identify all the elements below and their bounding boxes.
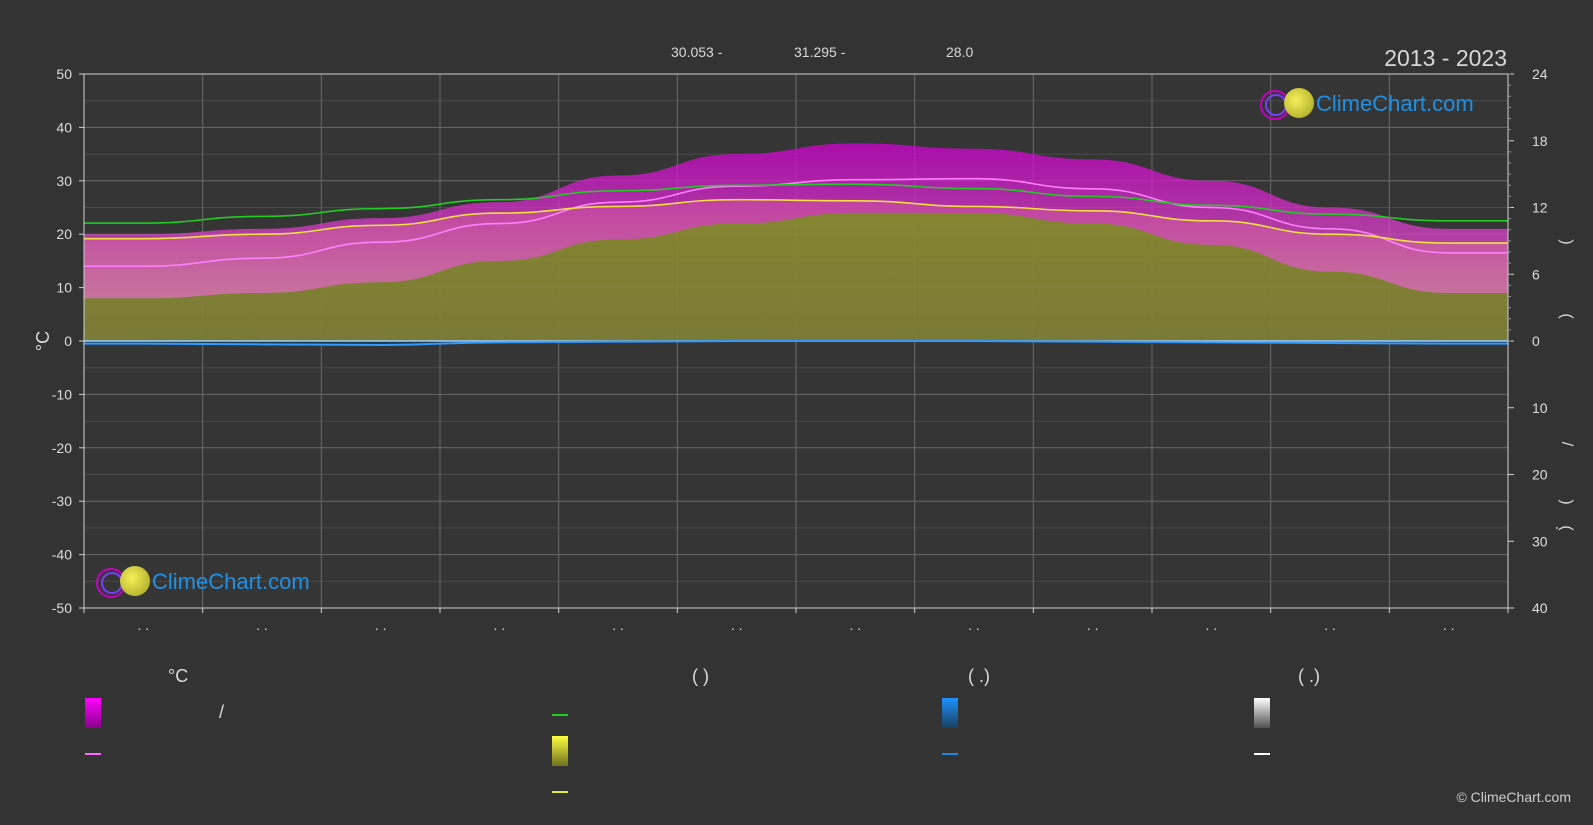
y2-bottom-tick-label: 30 [1532, 533, 1548, 549]
y2-bottom-tick-label: 20 [1532, 467, 1548, 483]
y-tick-label: -10 [52, 386, 72, 402]
swatch-snow [1254, 698, 1270, 728]
stat-2: 31.295 - [794, 44, 846, 60]
swatch-snow-line [1254, 753, 1270, 755]
legend-temp-range-text: / [219, 702, 225, 722]
y2-axis-label-mark: ( [1558, 313, 1575, 319]
y-tick-label: 0 [64, 333, 72, 349]
y2-top-tick-label: 0 [1532, 333, 1540, 349]
x-tick-label: . . [256, 617, 268, 633]
line-avg_max_temp [83, 177, 1508, 268]
y-tick-label: -50 [52, 600, 72, 616]
swatch-precip-line [942, 753, 958, 755]
swatch-temp-range [85, 698, 101, 728]
x-tick-label: . . [1205, 617, 1217, 633]
y-tick-label: 10 [56, 280, 72, 296]
line-daylight_hours [83, 183, 1508, 224]
logo-icon [1260, 88, 1314, 120]
x-tick-label: . . [1087, 617, 1099, 633]
y2-top-tick-label: 18 [1532, 133, 1548, 149]
x-tick-label: . . [612, 617, 624, 633]
logo-icon [96, 566, 150, 598]
swatch-sunshine [552, 736, 568, 766]
y2-top-tick-label: 12 [1532, 200, 1548, 216]
swatch-daylight [552, 714, 568, 716]
x-tick-label: . . [849, 617, 861, 633]
y-tick-label: -30 [52, 493, 72, 509]
line-precipitation [83, 339, 1508, 347]
legend-head-rain: ( .) [968, 666, 990, 686]
y-tick-label: -40 [52, 547, 72, 563]
swatch-sunshine-line [552, 791, 568, 793]
x-tick-label: . . [137, 617, 149, 633]
x-tick-label: . . [375, 617, 387, 633]
stat-1: 30.053 - [671, 44, 723, 60]
legend-head-temperature: °C [168, 666, 189, 686]
copyright: © ClimeChart.com [1456, 789, 1571, 805]
logo-text: ClimeChart.com [1316, 91, 1474, 116]
y2-axis-label-mark: ) [1558, 499, 1575, 504]
y-tick-label: 40 [56, 119, 72, 135]
y-tick-label: 20 [56, 226, 72, 242]
year-range: 2013 - 2023 [1384, 45, 1507, 71]
legend: °C ( ) ( .) ( .) / [0, 662, 1593, 812]
swatch-precip [942, 698, 958, 728]
y2-axis-label-mark: . [1552, 526, 1569, 530]
x-tick-label: . . [493, 617, 505, 633]
legend-head-sun: ( ) [692, 666, 709, 686]
y-axis-label: °C [33, 331, 53, 351]
y2-bottom-tick-label: 10 [1532, 400, 1548, 416]
y2-top-tick-label: 6 [1532, 266, 1540, 282]
y2-top-tick-label: 24 [1532, 66, 1548, 82]
line-sunshine_hours [83, 198, 1508, 244]
x-tick-label: . . [1443, 617, 1455, 633]
stat-3: 28.0 [946, 44, 974, 60]
y2-bottom-tick-label: 40 [1532, 600, 1548, 616]
y2-axis-label-mark: ) [1558, 239, 1575, 244]
y-tick-label: 30 [56, 173, 72, 189]
temperature-range-band [84, 143, 1508, 299]
legend-head-snow: ( .) [1298, 666, 1320, 686]
swatch-avg-max [85, 753, 101, 755]
logo-bottom[interactable]: ClimeChart.com [96, 566, 310, 598]
x-tick-label: . . [731, 617, 743, 633]
logo-top[interactable]: ClimeChart.com [1260, 88, 1474, 120]
y2-axis-label-mark: ( [1558, 525, 1575, 531]
x-tick-label: . . [1324, 617, 1336, 633]
logo-text: ClimeChart.com [152, 569, 310, 594]
y-tick-label: 50 [56, 66, 72, 82]
y2-axis-label-mark: / [1558, 442, 1575, 447]
x-tick-label: . . [968, 617, 980, 633]
y-tick-label: -20 [52, 440, 72, 456]
